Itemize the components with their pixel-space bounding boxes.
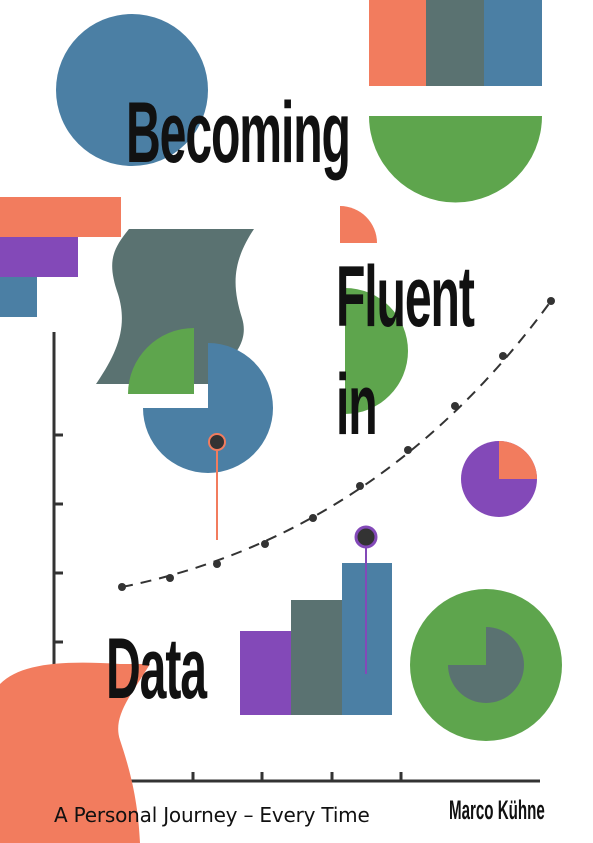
trend-dot (261, 540, 269, 548)
book-author: Marco Kühne (449, 795, 545, 825)
title-line-becoming: Becoming (126, 85, 351, 181)
purple-column-shape (240, 631, 291, 715)
purple-pin-head (354, 525, 378, 549)
book-subtitle: A Personal Journey – Every Time (54, 803, 370, 827)
coral-block-shape (369, 0, 426, 86)
title-line-in: in (336, 357, 378, 453)
green-quarter-shape (128, 328, 194, 394)
coral-bar-shape (0, 197, 121, 237)
blue-block-shape (484, 0, 542, 86)
trend-dot (118, 583, 126, 591)
trend-dot (547, 297, 555, 305)
trend-dot (356, 482, 364, 490)
slate-donut-wedge (448, 627, 524, 703)
blue-circle-shape (56, 14, 208, 166)
green-half-circle-shape (345, 288, 408, 414)
trend-dots (118, 297, 555, 591)
blue-bar-shape (0, 277, 37, 317)
purple-bar-shape (0, 237, 78, 277)
green-half-disc-shape (369, 116, 542, 203)
blue-pie-shape (143, 343, 273, 473)
coral-blob-shape (0, 662, 150, 843)
trend-dot (213, 560, 221, 568)
title-line-fluent: Fluent (336, 249, 475, 345)
coral-quarter-shape (340, 206, 377, 243)
slate-column-shape (291, 600, 342, 715)
trend-dot (451, 402, 459, 410)
slate-block-shape (426, 0, 484, 86)
title-line-data: Data (106, 621, 207, 717)
coral-pin-head (208, 433, 226, 451)
trend-dot (499, 352, 507, 360)
trend-dot (166, 574, 174, 582)
coral-pie-slice (499, 441, 537, 479)
trend-dot (309, 514, 317, 522)
trend-dot (404, 446, 412, 454)
